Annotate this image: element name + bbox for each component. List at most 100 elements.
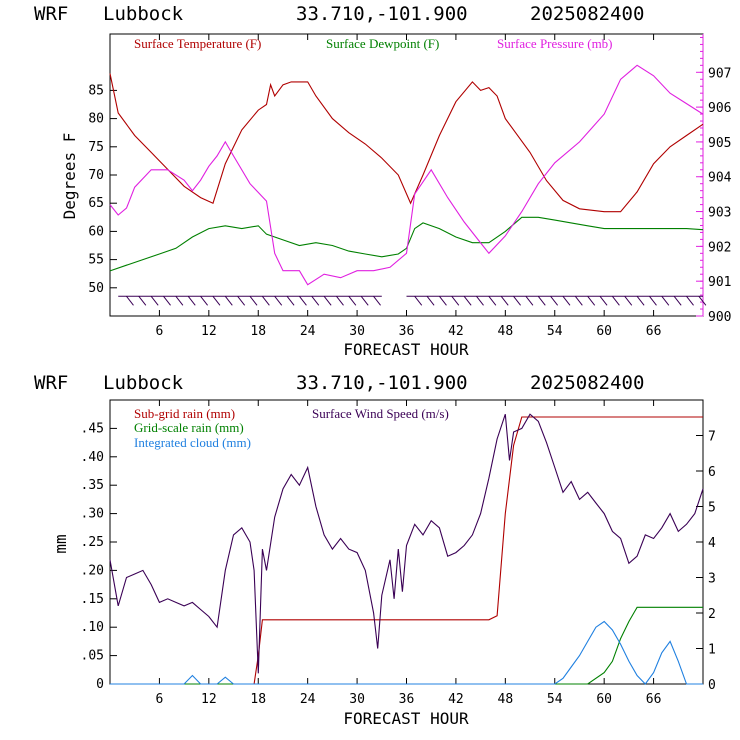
surface-dewpoint-line: [109, 216, 704, 272]
panel2-xlabel: FORECAST HOUR: [343, 709, 469, 728]
panel1-site: Lubbock: [103, 3, 184, 25]
y2-tick-label: 0: [708, 678, 716, 693]
y2-tick-label: 904: [708, 171, 732, 186]
wind-barb: [599, 295, 608, 306]
panel1-init: 2025082400: [530, 3, 644, 25]
y2-tick-label: 906: [708, 101, 731, 116]
x-tick-label: 24: [300, 692, 316, 707]
panel1-header: WRF Lubbock 33.710,-101.900 2025082400: [34, 3, 644, 25]
y-tick-label: 65: [88, 196, 104, 211]
surface-pressure-line: [109, 64, 704, 286]
precip-chart: 6 12 18 24 30 36 42 48 54 60 660.05.10.15.20.25.30…: [81, 399, 716, 707]
wind-barb: [261, 295, 270, 306]
wind-barb: [212, 295, 221, 306]
wind-barb: [286, 295, 295, 306]
x-tick-label: 42: [448, 324, 464, 339]
legend-surface-temperature: Surface Temperature (F): [134, 36, 261, 51]
y2-tick-label: 3: [708, 572, 716, 587]
y-tick-label: .30: [81, 507, 104, 522]
y-tick-label: .20: [81, 563, 104, 578]
x-tick-label: 48: [498, 692, 514, 707]
y2-tick-label: 903: [708, 206, 731, 221]
y2-tick-label: 2: [708, 607, 716, 622]
wind-barb: [612, 295, 620, 306]
wind-barb: [649, 295, 657, 306]
plot-frame: [109, 33, 704, 317]
surface-temperature-line: [109, 73, 704, 213]
x-tick-label: 48: [498, 324, 514, 339]
y2-tick-label: 4: [708, 536, 716, 551]
panel1-ylabel: Degrees F: [60, 133, 79, 220]
wind-barb: [636, 295, 645, 306]
panel1-model: WRF: [34, 3, 68, 25]
y-tick-label: 85: [88, 83, 104, 98]
wind-barb: [311, 295, 320, 306]
y-tick-label: 75: [88, 140, 104, 155]
y-tick-label: .25: [81, 535, 104, 550]
y2-tick-label: 901: [708, 275, 731, 290]
y-tick-label: .05: [81, 649, 104, 664]
wind-barb: [537, 295, 546, 306]
sub-grid-rain-line: [110, 416, 703, 685]
integrated-cloud-line: [110, 620, 703, 685]
x-tick-label: 60: [596, 692, 612, 707]
wind-barb: [224, 295, 233, 306]
y2-tick-label: 902: [708, 240, 731, 255]
surface-wind-speed-line: [109, 413, 704, 674]
wind-barb: [237, 295, 246, 306]
y2-tick-label: 6: [708, 465, 716, 480]
panel2-site: Lubbock: [103, 372, 184, 394]
wind-barb: [414, 295, 423, 306]
y-tick-label: 50: [88, 281, 104, 296]
panel2-model: WRF: [34, 372, 68, 394]
wind-barb: [574, 295, 583, 306]
x-tick-label: 54: [547, 692, 563, 707]
wind-barb: [673, 295, 682, 306]
y-tick-label: .35: [81, 478, 104, 493]
wind-barb: [550, 295, 559, 306]
legend-surface-pressure: Surface Pressure (mb): [497, 36, 613, 51]
wind-barb: [187, 295, 196, 306]
x-tick-label: 18: [250, 692, 266, 707]
legend-grid-scale-rain: Grid-scale rain (mm): [134, 420, 244, 435]
panel1-coords: 33.710,-101.900: [296, 3, 468, 25]
legend-surface-wind-speed: Surface Wind Speed (m/s): [312, 406, 449, 421]
y-tick-label: .45: [81, 421, 104, 436]
legend-sub-grid-rain: Sub-grid rain (mm): [134, 406, 235, 421]
x-tick-label: 6: [156, 692, 164, 707]
y2-tick-label: 5: [708, 501, 716, 516]
y-tick-label: .40: [81, 450, 104, 465]
y-tick-label: .10: [81, 620, 104, 635]
wind-barb: [373, 295, 381, 306]
wind-barb: [426, 295, 435, 306]
x-tick-label: 54: [547, 324, 563, 339]
temperature-chart: 6 12 18 24 30 36 42 48 54 60 66 50 55 60 65 70 75 80 85 900…: [88, 33, 732, 339]
wind-barb: [274, 295, 283, 306]
wind-barb: [348, 295, 357, 306]
x-tick-label: 42: [448, 692, 464, 707]
panel2-init: 2025082400: [530, 372, 644, 394]
x-tick-label: 6: [156, 324, 164, 339]
y-tick-label: 55: [88, 253, 104, 268]
wind-barb: [525, 295, 534, 306]
wind-barb: [249, 295, 258, 306]
x-tick-label: 66: [646, 692, 662, 707]
wind-barb: [463, 295, 472, 306]
wind-barb: [513, 295, 521, 306]
grid-scale-rain-line: [110, 606, 703, 685]
panel2-header: WRF Lubbock 33.710,-101.900 2025082400: [34, 372, 644, 394]
wind-barb: [451, 295, 460, 306]
wind-barb: [126, 295, 134, 306]
wind-barb: [175, 295, 184, 306]
x-tick-label: 12: [201, 324, 217, 339]
x-tick-label: 30: [349, 324, 365, 339]
wind-barb: [200, 295, 208, 306]
y2-tick-label: 900: [708, 310, 731, 325]
wind-barb: [336, 295, 344, 306]
wind-barb: [661, 295, 670, 306]
wind-barb: [360, 295, 369, 306]
wind-barb: [439, 295, 447, 306]
panel2-ylabel: mm: [51, 534, 70, 553]
y-tick-label: 70: [88, 168, 104, 183]
legend-surface-dewpoint: Surface Dewpoint (F): [326, 36, 439, 51]
